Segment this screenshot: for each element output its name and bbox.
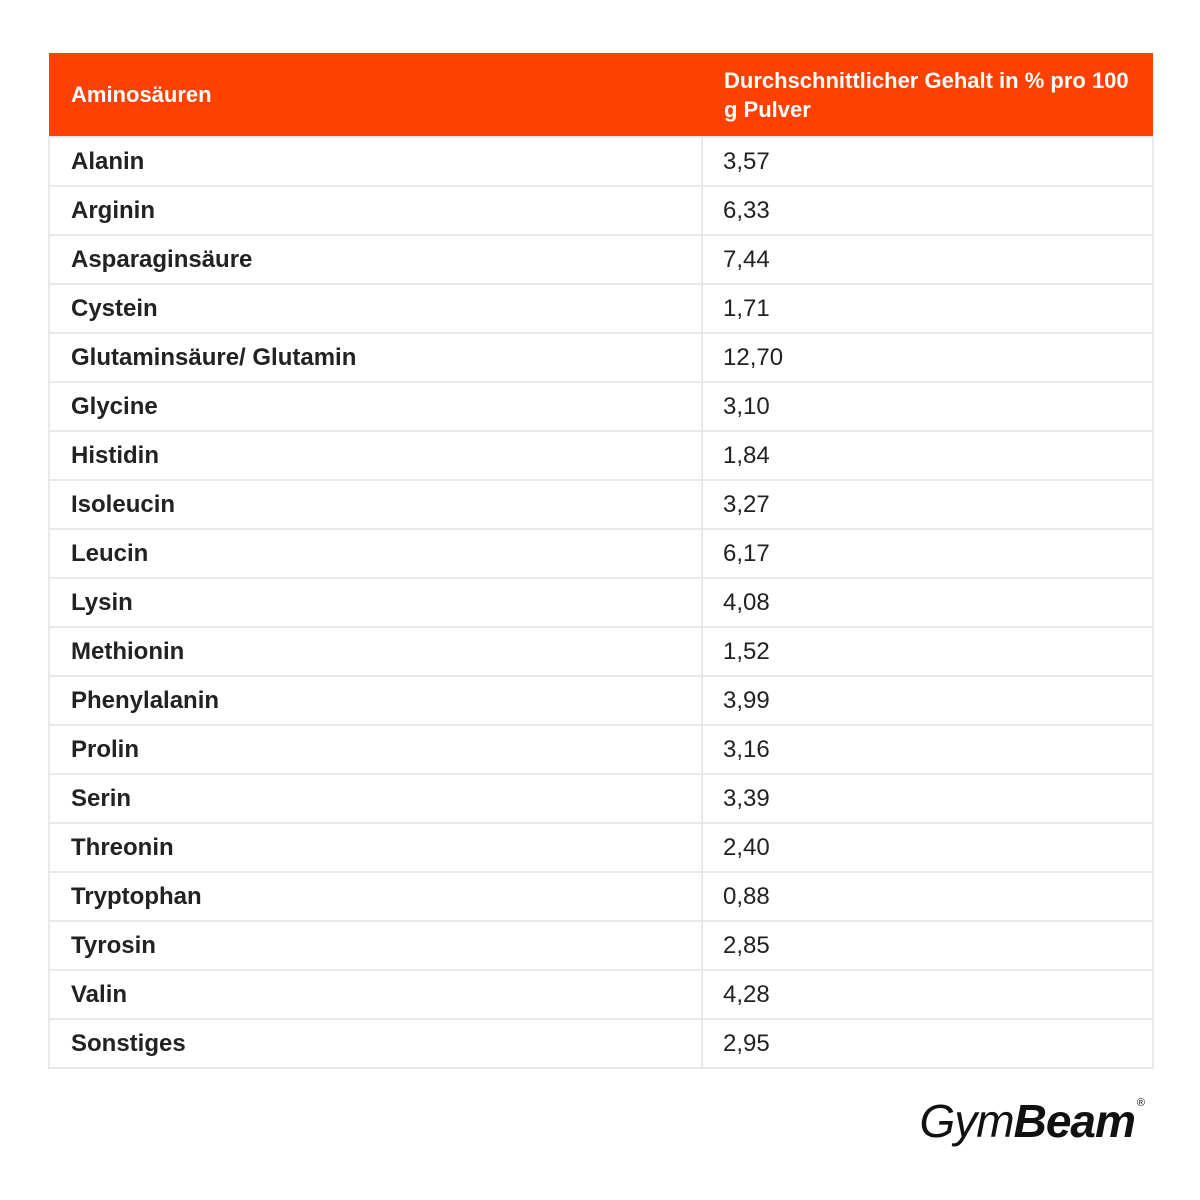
- amino-acid-value: 2,85: [701, 920, 1154, 971]
- table-row: Tyrosin 2,85: [48, 920, 1154, 971]
- amino-acid-name: Glycine: [48, 381, 703, 432]
- table-body: Alanin 3,57 Arginin 6,33 Asparaginsäure 7,44 C…: [48, 136, 1154, 1069]
- amino-acid-value: 1,71: [701, 283, 1154, 334]
- amino-acid-name: Tryptophan: [48, 871, 703, 922]
- amino-acid-name: Glutaminsäure/ Glutamin: [48, 332, 703, 383]
- amino-acid-name: Isoleucin: [48, 479, 703, 530]
- amino-acid-value: 6,33: [701, 185, 1154, 236]
- amino-acid-name: Prolin: [48, 724, 703, 775]
- amino-acid-value: 3,57: [701, 136, 1154, 187]
- amino-acid-name: Histidin: [48, 430, 703, 481]
- amino-acid-value: 3,99: [701, 675, 1154, 726]
- amino-acid-value: 3,16: [701, 724, 1154, 775]
- table-row: Tryptophan 0,88: [48, 871, 1154, 922]
- amino-acid-table: Aminosäuren Durchschnittlicher Gehalt in…: [48, 53, 1154, 1069]
- amino-acid-value: 7,44: [701, 234, 1154, 285]
- amino-acid-name: Arginin: [48, 185, 703, 236]
- table-row: Histidin 1,84: [48, 430, 1154, 481]
- header-average-content: Durchschnittlicher Gehalt in % pro 100 g…: [702, 53, 1153, 137]
- amino-acid-value: 4,28: [701, 969, 1154, 1020]
- amino-acid-name: Asparaginsäure: [48, 234, 703, 285]
- table-row: Threonin 2,40: [48, 822, 1154, 873]
- table-header-row: Aminosäuren Durchschnittlicher Gehalt in…: [49, 53, 1153, 137]
- amino-acid-name: Leucin: [48, 528, 703, 579]
- amino-acid-name: Tyrosin: [48, 920, 703, 971]
- amino-acid-name: Threonin: [48, 822, 703, 873]
- amino-acid-value: 12,70: [701, 332, 1154, 383]
- amino-acid-value: 4,08: [701, 577, 1154, 628]
- table-row: Phenylalanin 3,99: [48, 675, 1154, 726]
- amino-acid-value: 1,84: [701, 430, 1154, 481]
- amino-acid-name: Lysin: [48, 577, 703, 628]
- logo-beam-text: Beam: [1013, 1095, 1136, 1147]
- amino-acid-value: 3,27: [701, 479, 1154, 530]
- table-row: Prolin 3,16: [48, 724, 1154, 775]
- amino-acid-name: Sonstiges: [48, 1018, 703, 1069]
- table-row: Asparaginsäure 7,44: [48, 234, 1154, 285]
- amino-acid-name: Cystein: [48, 283, 703, 334]
- gymbeam-logo: Gym Beam ®: [919, 1094, 1145, 1148]
- table-row: Isoleucin 3,27: [48, 479, 1154, 530]
- amino-acid-value: 3,39: [701, 773, 1154, 824]
- amino-acid-name: Phenylalanin: [48, 675, 703, 726]
- amino-acid-value: 0,88: [701, 871, 1154, 922]
- amino-acid-value: 6,17: [701, 528, 1154, 579]
- table-row: Leucin 6,17: [48, 528, 1154, 579]
- table-row: Lysin 4,08: [48, 577, 1154, 628]
- table-row: Serin 3,39: [48, 773, 1154, 824]
- table-row: Sonstiges 2,95: [48, 1018, 1154, 1069]
- amino-acid-name: Alanin: [48, 136, 703, 187]
- amino-acid-value: 1,52: [701, 626, 1154, 677]
- table-row: Glutaminsäure/ Glutamin 12,70: [48, 332, 1154, 383]
- registered-mark: ®: [1136, 1097, 1145, 1109]
- amino-acid-name: Valin: [48, 969, 703, 1020]
- header-amino-acids: Aminosäuren: [49, 53, 702, 137]
- amino-acid-name: Serin: [48, 773, 703, 824]
- amino-acid-value: 3,10: [701, 381, 1154, 432]
- table-row: Alanin 3,57: [48, 136, 1154, 187]
- logo-gym-text: Gym: [919, 1095, 1014, 1147]
- table-row: Methionin 1,52: [48, 626, 1154, 677]
- amino-acid-value: 2,95: [701, 1018, 1154, 1069]
- table-row: Arginin 6,33: [48, 185, 1154, 236]
- table-row: Valin 4,28: [48, 969, 1154, 1020]
- table-row: Glycine 3,10: [48, 381, 1154, 432]
- amino-acid-name: Methionin: [48, 626, 703, 677]
- amino-acid-value: 2,40: [701, 822, 1154, 873]
- table-row: Cystein 1,71: [48, 283, 1154, 334]
